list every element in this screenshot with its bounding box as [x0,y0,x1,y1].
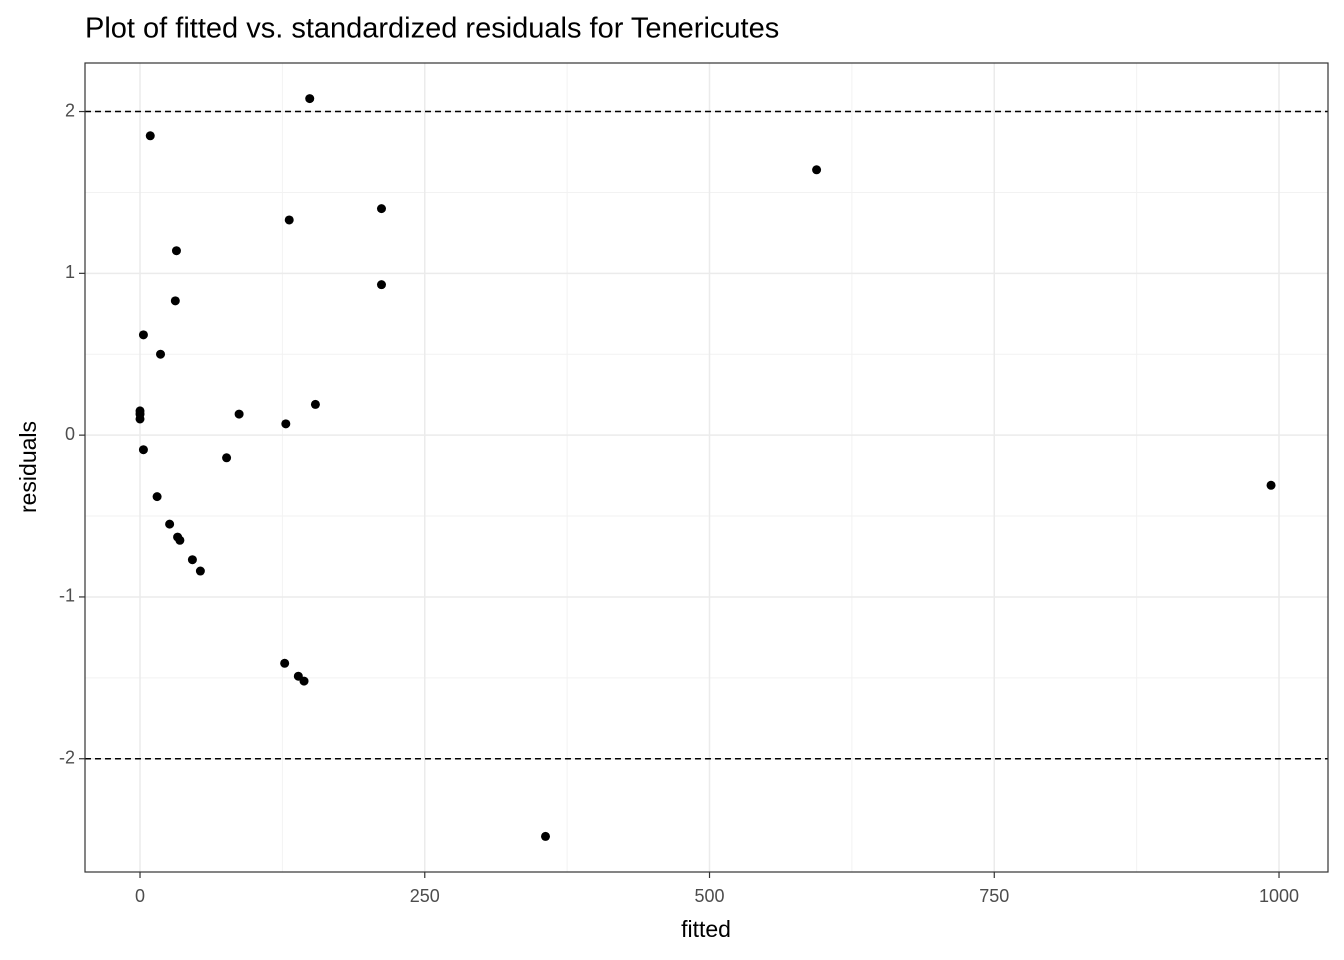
y-axis-label: residuals [15,421,41,513]
point [152,492,162,502]
point [234,409,244,419]
plot-border [84,62,1329,873]
point [170,296,180,306]
point [138,445,148,455]
y-tick-label: -2 [59,747,75,767]
x-tick-label: 1000 [1259,886,1299,906]
y-tick-label: -1 [59,586,75,606]
point [145,131,155,141]
y-tick-label: 2 [65,100,75,120]
point [222,453,232,463]
point [175,535,185,545]
point [135,414,145,424]
point [305,94,315,104]
point [195,566,205,576]
y-tick-label: 1 [65,262,75,282]
chart-title: Plot of fitted vs. standardized residual… [85,13,779,45]
point [138,330,148,340]
point [376,204,386,214]
point [299,676,309,686]
point [541,831,551,841]
x-tick-label: 0 [135,886,145,906]
x-tick-label: 500 [694,886,724,906]
x-tick-label: 750 [979,886,1009,906]
point [812,165,822,175]
point [280,658,290,668]
point [281,419,291,429]
x-axis-label: fitted [681,916,731,942]
point [1266,480,1276,490]
point [165,519,175,529]
point [171,246,181,256]
point [376,280,386,290]
x-tick-label: 250 [410,886,440,906]
point [310,399,320,409]
y-tick-label: 0 [65,424,75,444]
point [187,555,197,565]
point [284,215,294,225]
point [156,349,166,359]
